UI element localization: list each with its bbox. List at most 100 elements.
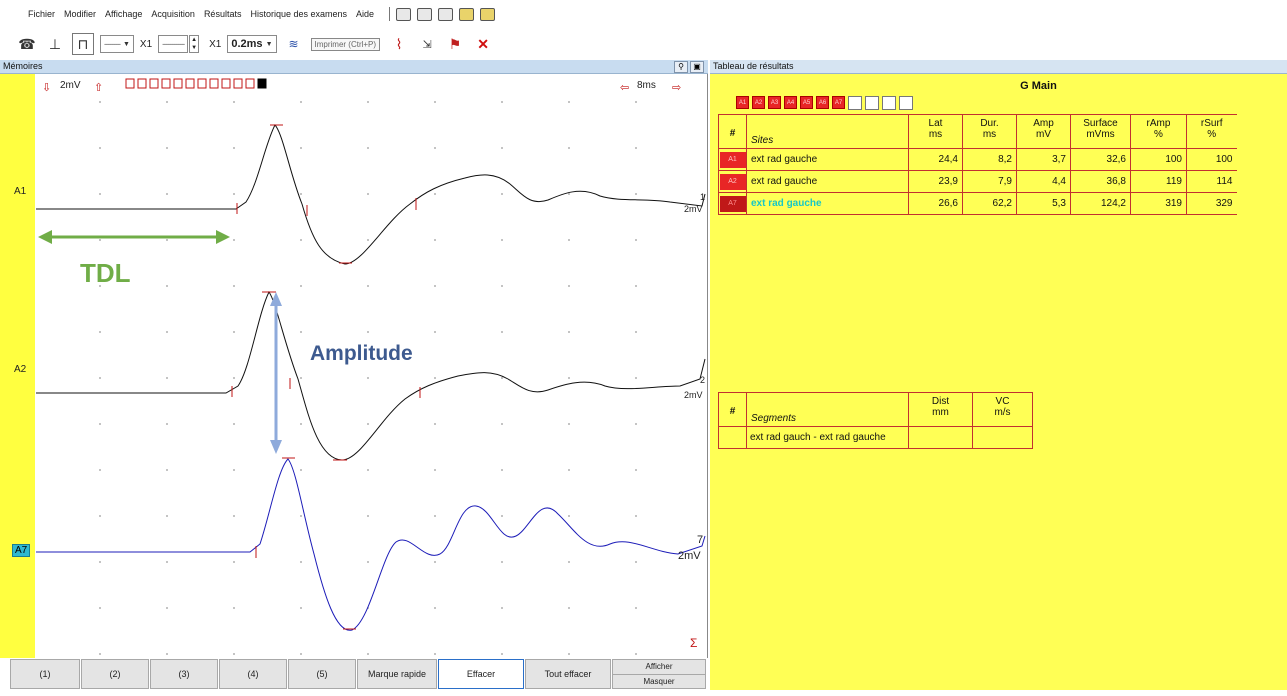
button-3[interactable]: (3) bbox=[150, 659, 218, 689]
seg-col-dist: Dist mm bbox=[908, 392, 973, 427]
tout-effacer-button[interactable]: Tout effacer bbox=[525, 659, 611, 689]
grid-dot bbox=[434, 285, 436, 287]
grid-dot bbox=[166, 377, 168, 379]
grid-dot bbox=[99, 193, 101, 195]
grid-dot bbox=[300, 515, 302, 517]
flag-icon[interactable]: ⚑ bbox=[448, 35, 462, 52]
trace-label-a7[interactable]: A7 bbox=[12, 544, 31, 557]
grid-dot bbox=[233, 101, 235, 103]
close-icon[interactable]: ✕ bbox=[477, 35, 489, 52]
signal-icon[interactable]: ⌇ bbox=[395, 35, 403, 52]
afficher-button[interactable]: Afficher bbox=[645, 662, 673, 672]
marker-icon[interactable]: ⊥ bbox=[48, 35, 62, 52]
chip-a6[interactable]: A6 bbox=[816, 96, 829, 109]
site-code-a1[interactable]: A1 bbox=[719, 151, 746, 168]
button-5[interactable]: (5) bbox=[288, 659, 356, 689]
trace-a1-scale: 2mV bbox=[684, 204, 703, 214]
grid-dot bbox=[501, 331, 503, 333]
trace-a2-end-marker: 2 bbox=[700, 375, 706, 385]
menu-aide[interactable]: Aide bbox=[356, 9, 375, 19]
chip-a5[interactable]: A5 bbox=[800, 96, 813, 109]
grid-dot bbox=[300, 239, 302, 241]
grid-dot bbox=[166, 469, 168, 471]
col-dur: Dur. ms bbox=[962, 114, 1017, 149]
marque-rapide-button[interactable]: Marque rapide bbox=[357, 659, 437, 689]
layout-icon[interactable]: ▣ bbox=[690, 61, 704, 73]
grid-dot bbox=[501, 193, 503, 195]
waveform-icon[interactable]: ⊓ bbox=[72, 33, 94, 55]
site-code-a2[interactable]: A2 bbox=[719, 173, 746, 190]
trace-label-a2[interactable]: A2 bbox=[14, 364, 27, 375]
grid-dot bbox=[568, 193, 570, 195]
grid-dot bbox=[99, 147, 101, 149]
grid-dot bbox=[233, 331, 235, 333]
memory-slot bbox=[173, 78, 183, 89]
grid-dot bbox=[568, 469, 570, 471]
table-row[interactable]: ext rad gauch - ext rad gauche bbox=[718, 426, 1033, 449]
trace-a7 bbox=[36, 458, 706, 631]
print-tooltip: Imprimer (Ctrl+P) bbox=[310, 37, 381, 51]
chip-a2[interactable]: A2 bbox=[752, 96, 765, 109]
grid-dot bbox=[233, 193, 235, 195]
grid-dot bbox=[434, 101, 436, 103]
trace-area[interactable]: ⇩ ⇧ ⇦ ⇨ bbox=[0, 74, 708, 658]
sigma-icon[interactable]: Σ bbox=[690, 636, 698, 650]
grid-dot bbox=[434, 377, 436, 379]
site-code-a7[interactable]: A7 bbox=[719, 195, 746, 212]
x1-label: X1 bbox=[139, 38, 153, 50]
dur-cell: 7,9 bbox=[962, 170, 1017, 193]
grid-dot bbox=[300, 331, 302, 333]
menu-resultats[interactable]: Résultats bbox=[203, 9, 242, 19]
menu-affichage[interactable]: Affichage bbox=[105, 9, 143, 19]
button-2[interactable]: (2) bbox=[81, 659, 149, 689]
filter-combo[interactable]: -------- ▼ bbox=[100, 35, 134, 53]
chip-empty[interactable] bbox=[899, 96, 913, 110]
folder-open-icon[interactable] bbox=[459, 7, 475, 21]
button-1[interactable]: (1) bbox=[10, 659, 80, 689]
zoom-icon[interactable]: ⚲ bbox=[674, 61, 688, 73]
trace-a2 bbox=[36, 291, 706, 461]
menu-fichier[interactable]: Fichier bbox=[28, 9, 56, 19]
chip-a3[interactable]: A3 bbox=[768, 96, 781, 109]
menu-historique[interactable]: Historique des examens bbox=[250, 9, 348, 19]
folder-save-icon[interactable] bbox=[480, 7, 496, 21]
chip-a4[interactable]: A4 bbox=[784, 96, 797, 109]
sweep-combo[interactable]: 0.2ms ▼ bbox=[227, 35, 277, 53]
grid-dot bbox=[568, 561, 570, 563]
menu-bar: Fichier Modifier Affichage Acquisition R… bbox=[0, 0, 1287, 28]
chip-empty[interactable] bbox=[865, 96, 879, 110]
analysis-icon[interactable]: ≋ bbox=[288, 37, 299, 51]
gain-spinner[interactable]: ▲ ▼ bbox=[189, 35, 200, 53]
menu-acquisition[interactable]: Acquisition bbox=[151, 9, 195, 19]
table-row[interactable]: A7 ext rad gauche 26,6 62,2 5,3 124,2 31… bbox=[718, 192, 1237, 215]
memoires-title-icons: ⚲ ▣ bbox=[672, 61, 704, 73]
memory-slot bbox=[125, 78, 135, 89]
chip-empty[interactable] bbox=[848, 96, 862, 110]
chip-empty[interactable] bbox=[882, 96, 896, 110]
col-lat: Lat ms bbox=[908, 114, 963, 149]
cursor-icon[interactable]: ⇲ bbox=[422, 38, 432, 51]
table-row[interactable]: A2 ext rad gauche 23,9 7,9 4,4 36,8 119 … bbox=[718, 170, 1237, 193]
effacer-button[interactable]: Effacer bbox=[438, 659, 524, 689]
menu-modifier[interactable]: Modifier bbox=[64, 9, 97, 19]
memory-slot bbox=[221, 78, 231, 89]
monitor-icon[interactable] bbox=[438, 7, 454, 21]
gain-combo[interactable]: ----------- bbox=[158, 35, 189, 53]
stimulation-icon[interactable]: ☎ bbox=[18, 35, 36, 52]
print-icon[interactable] bbox=[396, 7, 412, 21]
settings-icon[interactable] bbox=[417, 7, 433, 21]
button-4[interactable]: (4) bbox=[219, 659, 287, 689]
masquer-button[interactable]: Masquer bbox=[613, 673, 705, 689]
trace-a1 bbox=[36, 124, 706, 265]
memory-slot bbox=[185, 78, 195, 89]
grid-dot bbox=[166, 423, 168, 425]
table-row[interactable]: A1 ext rad gauche 24,4 8,2 3,7 32,6 100 … bbox=[718, 148, 1237, 171]
grid-dot bbox=[434, 239, 436, 241]
results-table: # Sites Lat ms Dur. ms Amp mV Surface mVms r… bbox=[718, 114, 1237, 215]
trace-label-a1[interactable]: A1 bbox=[14, 186, 27, 197]
chip-a7[interactable]: A7 bbox=[832, 96, 845, 109]
grid-dot bbox=[233, 423, 235, 425]
grid-dot bbox=[367, 147, 369, 149]
grid-dot bbox=[233, 653, 235, 655]
chip-a1[interactable]: A1 bbox=[736, 96, 749, 109]
